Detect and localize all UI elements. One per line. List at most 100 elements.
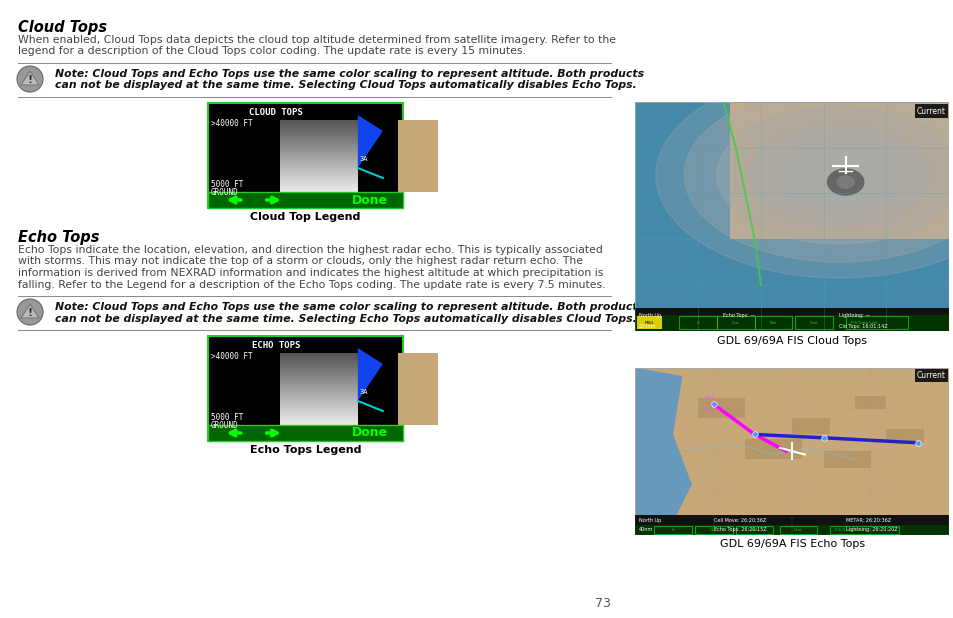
Bar [279, 149, 357, 150]
Bar [279, 408, 357, 409]
Bar [279, 146, 357, 147]
Text: can not be displayed at the same time. Selecting Cloud Tops automatically disabl: can not be displayed at the same time. S… [55, 80, 637, 90]
Bar [279, 384, 357, 385]
Bar [279, 397, 357, 398]
Text: falling. Refer to the Legend for a description of the Echo Tops coding. The upda: falling. Refer to the Legend for a descr… [18, 279, 605, 289]
Text: CLOUD TOPS: CLOUD TOPS [249, 108, 302, 117]
Bar [279, 162, 357, 163]
Bar [885, 430, 923, 442]
Bar [279, 400, 357, 401]
Text: legend for a description of the Cloud Tops color coding. The update rate is ever: legend for a description of the Cloud To… [18, 46, 525, 56]
Text: Cld Tops: 16:01:14Z: Cld Tops: 16:01:14Z [839, 324, 887, 329]
Bar [279, 372, 357, 373]
Bar [279, 150, 357, 151]
Bar [279, 178, 357, 179]
Text: Lightning: —: Lightning: — [839, 313, 869, 318]
Bar [279, 399, 357, 400]
Bar [279, 130, 357, 131]
Bar [679, 316, 717, 329]
Bar [208, 103, 402, 208]
Bar [279, 166, 357, 167]
Bar [279, 169, 357, 170]
Bar [279, 124, 357, 125]
Bar [279, 403, 357, 404]
Bar [279, 378, 357, 379]
Text: 73: 73 [594, 597, 610, 610]
Text: Echo Tops: 26:20:15Z: Echo Tops: 26:20:15Z [713, 527, 765, 532]
Bar [397, 120, 437, 192]
Polygon shape [21, 304, 39, 318]
Polygon shape [717, 106, 953, 243]
Bar [635, 515, 948, 535]
Text: Cloud Tops: Cloud Tops [18, 20, 107, 35]
Bar [279, 392, 357, 393]
Text: Done: Done [352, 426, 388, 439]
Text: Echo Tops: Echo Tops [18, 230, 99, 245]
Bar [279, 168, 357, 169]
Bar [279, 387, 357, 388]
Text: Pan: Pan [769, 321, 777, 324]
Bar [279, 413, 357, 414]
Text: In: In [696, 321, 700, 324]
Bar [279, 190, 357, 191]
Bar [279, 366, 357, 367]
Bar [279, 125, 357, 126]
Bar [279, 418, 357, 419]
Text: 40nm: 40nm [638, 527, 652, 532]
Bar [279, 157, 357, 158]
Bar [279, 364, 357, 365]
Text: >40000 FT: >40000 FT [211, 119, 252, 128]
Bar [279, 401, 357, 402]
Bar [279, 148, 357, 149]
Text: MSG: MSG [644, 321, 654, 324]
Polygon shape [357, 348, 382, 401]
Text: METAR: 26:20:36Z: METAR: 26:20:36Z [844, 518, 890, 523]
Bar [279, 420, 357, 421]
Bar [279, 131, 357, 132]
Text: In: In [671, 528, 674, 531]
Bar [279, 409, 357, 410]
Text: Echo Tops Legend: Echo Tops Legend [250, 445, 360, 455]
Bar [279, 396, 357, 397]
Bar [279, 152, 357, 153]
Bar [279, 138, 357, 139]
Bar [279, 393, 357, 394]
Bar [791, 418, 829, 434]
Bar [279, 123, 357, 124]
Bar [695, 526, 732, 534]
Bar [279, 391, 357, 392]
Bar [635, 308, 948, 331]
Bar [279, 141, 357, 142]
Text: Current: Current [916, 106, 945, 116]
Text: !: ! [28, 308, 32, 318]
Bar [279, 128, 357, 129]
Text: Out: Out [731, 321, 739, 324]
Text: Echo Tops: —: Echo Tops: — [722, 313, 755, 318]
Bar [279, 360, 357, 361]
Bar [279, 129, 357, 130]
Bar [279, 132, 357, 133]
Text: FM 2?: FM 2? [703, 409, 716, 413]
Bar [397, 353, 437, 425]
Bar [279, 382, 357, 383]
Bar [279, 394, 357, 395]
Bar [279, 156, 357, 157]
Bar [779, 526, 817, 534]
Bar [279, 416, 357, 417]
Bar [279, 377, 357, 378]
Polygon shape [635, 368, 691, 535]
Text: 250nm: 250nm [638, 324, 656, 329]
Bar [279, 179, 357, 180]
Bar [795, 316, 832, 329]
Bar [279, 153, 357, 154]
Bar [208, 336, 402, 441]
Text: When enabled, Cloud Tops data depicts the cloud top altitude determined from sat: When enabled, Cloud Tops data depicts th… [18, 35, 616, 45]
Polygon shape [655, 72, 953, 278]
Bar [279, 424, 357, 425]
Bar [279, 412, 357, 413]
Bar [279, 383, 357, 384]
Bar [279, 173, 357, 174]
Bar [279, 188, 357, 189]
Bar [279, 165, 357, 166]
Bar [279, 376, 357, 377]
